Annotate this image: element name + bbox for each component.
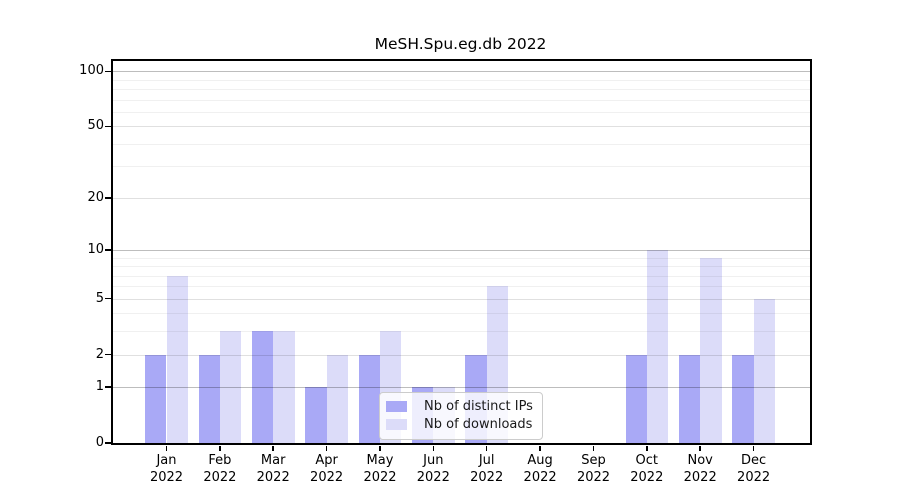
bar-nb-of-downloads [326,354,348,443]
chart-title: MeSH.Spu.eg.db 2022 [374,35,547,53]
y-tick-mark [105,249,111,251]
bar-nb-of-distinct-ips [358,354,380,443]
month-label: Feb [208,453,232,468]
y-tick-label: 50 [87,118,104,134]
year-label: 2022 [203,469,237,485]
year-label: 2022 [630,469,664,485]
x-tick-label-feb: Feb 2022 [188,453,252,486]
month-label: May [366,453,394,468]
y-tick-label: 100 [79,63,104,79]
bar-nb-of-downloads [646,249,669,443]
y-tick-label: 10 [87,241,104,257]
y-tick-label: 1 [95,379,104,395]
y-tick-label: 0 [95,435,104,450]
month-label: Jan [156,453,177,468]
month-label: Oct [635,453,659,468]
x-tick-mark [646,446,648,451]
y-tick-mark [105,386,111,388]
y-tick-mark [105,442,111,444]
legend: Nb of distinct IPs Nb of downloads [379,392,543,440]
x-tick-label-dec: Dec 2022 [722,453,786,486]
year-label: 2022 [737,469,771,485]
x-tick-label-oct: Oct 2022 [615,453,679,486]
bar-nb-of-distinct-ips [251,331,274,443]
year-label: 2022 [470,469,504,485]
legend-row: Nb of downloads [386,416,533,434]
legend-label: Nb of distinct IPs [424,399,533,415]
legend-label: Nb of downloads [424,416,533,432]
x-tick-label-apr: Apr 2022 [295,453,359,486]
month-label: Apr [315,453,338,468]
month-label: Aug [527,453,553,468]
month-label: Dec [741,453,767,468]
year-label: 2022 [256,469,290,485]
x-tick-label-nov: Nov 2022 [668,453,732,486]
x-tick-label-may: May 2022 [348,453,412,486]
month-label: Nov [687,453,713,468]
month-label: Jun [423,453,444,468]
bar-nb-of-downloads [219,331,242,443]
month-label: Sep [581,453,606,468]
x-tick-label-mar: Mar 2022 [241,453,305,486]
year-label: 2022 [683,469,717,485]
y-tick-mark [105,353,111,356]
year-label: 2022 [310,469,344,485]
y-tick-mark [105,70,111,73]
x-tick-mark [485,446,488,451]
x-tick-label-jun: Jun 2022 [401,453,465,486]
legend-swatch-nb-of-distinct-ips [386,401,407,413]
year-label: 2022 [416,469,450,485]
x-tick-label-jan: Jan 2022 [135,453,199,486]
x-tick-mark [592,446,595,451]
x-tick-mark [752,446,755,451]
x-tick-mark [272,446,274,451]
x-tick-mark [165,446,168,451]
bar-nb-of-downloads [273,331,295,443]
bar-nb-of-distinct-ips [198,354,220,443]
x-tick-label-sep: Sep 2022 [562,453,626,486]
bar-nb-of-downloads [753,298,775,443]
year-label: 2022 [363,469,397,485]
bar-nb-of-distinct-ips [145,354,167,443]
y-tick-label: 5 [95,290,104,306]
x-tick-mark [379,446,381,451]
month-label: Jul [478,453,495,468]
y-tick-label: 2 [95,346,104,362]
bar-nb-of-distinct-ips [678,354,701,443]
y-tick-mark [105,297,111,300]
y-tick-mark [105,125,111,128]
x-tick-mark [699,446,701,451]
bar-nb-of-distinct-ips [625,354,647,443]
y-tick-label: 20 [87,189,104,205]
x-tick-mark [539,446,541,451]
x-tick-mark [325,446,328,451]
bars-layer [113,61,810,443]
bar-nb-of-distinct-ips [732,354,754,443]
bar-nb-of-downloads [166,275,188,443]
bar-nb-of-downloads [700,257,722,443]
year-label: 2022 [576,469,611,485]
legend-swatch-nb-of-downloads [386,418,407,430]
year-label: 2022 [523,469,557,485]
x-tick-label-aug: Aug 2022 [508,453,572,486]
bar-nb-of-distinct-ips [305,387,327,443]
legend-row: Nb of distinct IPs [386,398,533,416]
year-label: 2022 [149,469,184,485]
x-tick-mark [432,446,435,451]
x-tick-mark [219,446,221,451]
plot-area: Nb of distinct IPs Nb of downloads [111,59,812,445]
y-tick-mark [105,197,111,199]
month-label: Mar [260,453,286,468]
x-tick-label-jul: Jul 2022 [455,453,519,486]
